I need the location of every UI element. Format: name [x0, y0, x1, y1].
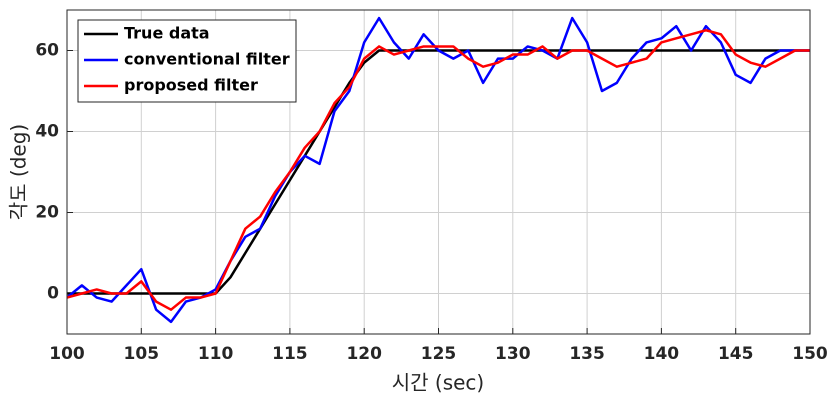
- x-tick-label: 115: [272, 344, 308, 364]
- x-tick-label: 140: [644, 344, 680, 364]
- y-tick-label: 60: [35, 41, 59, 61]
- x-tick-label: 110: [198, 344, 234, 364]
- series-group: [67, 16, 810, 324]
- y-tick-label: 0: [47, 284, 59, 304]
- data-line: [67, 29, 810, 311]
- x-tick-label: 130: [495, 344, 531, 364]
- x-axis-label: 시간 (sec): [392, 371, 484, 395]
- x-tick-label: 125: [421, 344, 457, 364]
- y-tick-label: 40: [35, 122, 59, 142]
- x-tick-label: 145: [718, 344, 754, 364]
- legend-label: conventional filter: [124, 50, 290, 69]
- x-tick-label: 105: [124, 344, 160, 364]
- y-tick-label: 20: [35, 203, 59, 223]
- legend-label: True data: [124, 24, 210, 43]
- x-tick-label: 100: [49, 344, 85, 364]
- x-tick-label: 135: [569, 344, 605, 364]
- x-tick-label: 150: [792, 344, 828, 364]
- x-tick-label: 120: [346, 344, 382, 364]
- data-line: [67, 16, 810, 324]
- y-axis-label: 각도 (deg): [7, 124, 31, 220]
- axes-box: [66, 9, 811, 335]
- legend-label: proposed filter: [124, 76, 258, 95]
